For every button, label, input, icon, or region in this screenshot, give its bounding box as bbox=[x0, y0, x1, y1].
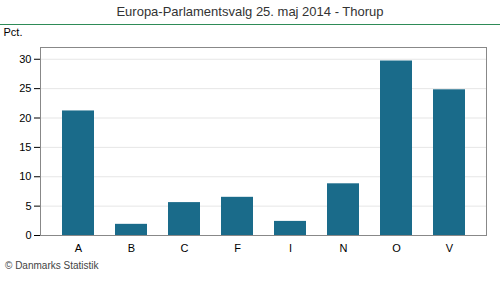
svg-text:25: 25 bbox=[19, 82, 31, 94]
svg-text:15: 15 bbox=[19, 141, 31, 153]
svg-text:F: F bbox=[234, 242, 241, 254]
svg-text:I: I bbox=[289, 242, 292, 254]
svg-text:B: B bbox=[128, 242, 135, 254]
svg-text:A: A bbox=[75, 242, 83, 254]
svg-text:10: 10 bbox=[19, 170, 31, 182]
svg-text:N: N bbox=[340, 242, 348, 254]
svg-text:Pct.: Pct. bbox=[4, 26, 23, 38]
svg-text:20: 20 bbox=[19, 112, 31, 124]
svg-text:O: O bbox=[392, 242, 401, 254]
svg-text:C: C bbox=[181, 242, 189, 254]
svg-text:30: 30 bbox=[19, 53, 31, 65]
svg-text:5: 5 bbox=[25, 200, 31, 212]
svg-text:0: 0 bbox=[25, 229, 31, 241]
html-text:© Danmarks Statistik: © Danmarks Statistik bbox=[5, 260, 99, 271]
html-text:Europa-Parlamentsvalg 25. maj: Europa-Parlamentsvalg 25. maj 2014 - Tho… bbox=[116, 4, 384, 19]
svg-text:V: V bbox=[446, 242, 454, 254]
